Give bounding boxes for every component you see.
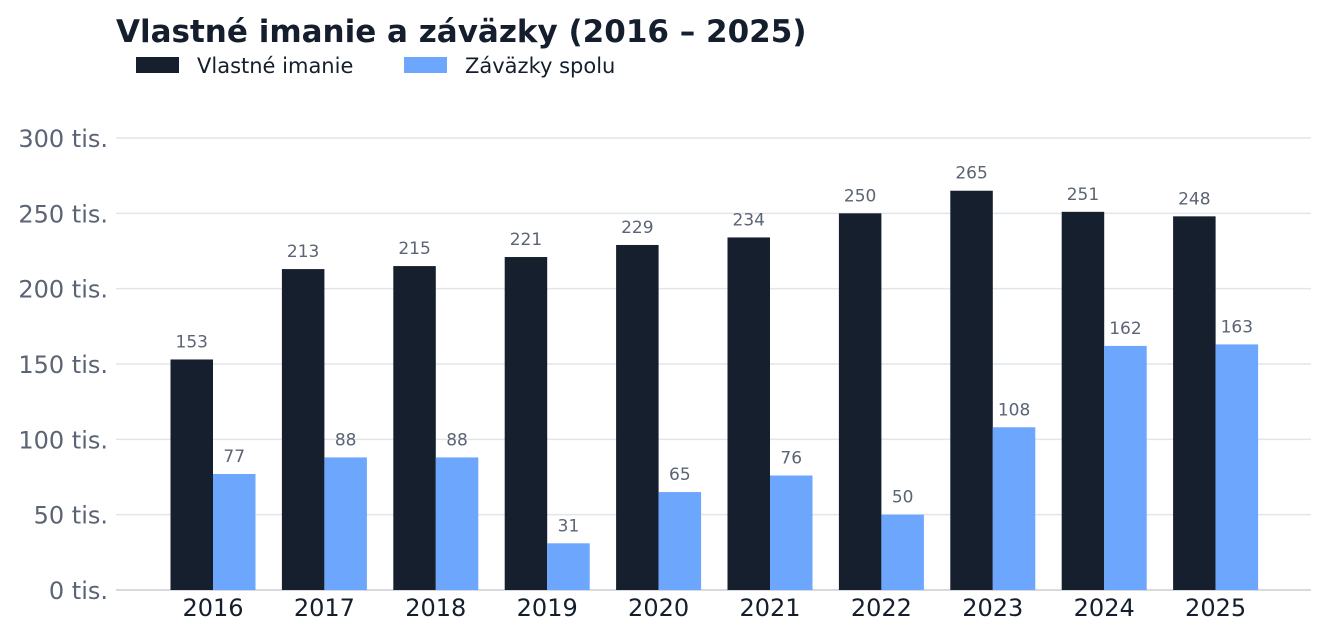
bar-equity-2017 xyxy=(281,269,325,590)
x-tick-label: 2016 xyxy=(182,594,243,622)
bar-equity-2016 xyxy=(170,359,213,590)
data-label-liabilities-2017: 88 xyxy=(335,430,357,450)
y-tick-label: 250 tis. xyxy=(18,200,108,228)
bar-liabilities-2022 xyxy=(881,514,924,590)
data-label-liabilities-2019: 31 xyxy=(558,516,580,536)
bar-liabilities-2019 xyxy=(547,543,590,590)
x-tick-label: 2021 xyxy=(739,594,800,622)
bar-equity-2024 xyxy=(1061,211,1105,590)
bar-liabilities-2024 xyxy=(1104,345,1147,590)
chart-legend: Vlastné imanie Záväzky spolu xyxy=(136,54,615,78)
y-tick-label: 200 tis. xyxy=(18,276,108,304)
x-tick-label: 2018 xyxy=(405,594,466,622)
data-label-equity-2023: 265 xyxy=(955,164,987,184)
data-label-equity-2025: 248 xyxy=(1178,189,1210,209)
bar-equity-2020 xyxy=(616,244,659,590)
data-label-liabilities-2025: 163 xyxy=(1221,317,1253,337)
y-tick-label: 100 tis. xyxy=(18,426,108,454)
data-label-equity-2019: 221 xyxy=(510,230,542,250)
bars xyxy=(170,190,1259,591)
x-axis: 2016 2017 2018 2019 2020 2021 2022 2023 2024 2025 xyxy=(182,594,1246,622)
legend-swatch-liabilities xyxy=(404,57,447,73)
bar-equity-2019 xyxy=(504,257,548,590)
bar-liabilities-2017 xyxy=(324,457,367,590)
data-label-equity-2016: 153 xyxy=(176,332,208,352)
bar-equity-2025 xyxy=(1173,216,1216,590)
bar-liabilities-2016 xyxy=(213,473,256,590)
x-tick-label: 2022 xyxy=(851,594,912,622)
bar-equity-2018 xyxy=(393,266,436,590)
y-tick-label: 50 tis. xyxy=(34,502,108,530)
bar-liabilities-2020 xyxy=(658,492,702,590)
x-tick-label: 2024 xyxy=(1074,594,1135,622)
x-tick-label: 2017 xyxy=(294,594,355,622)
data-label-liabilities-2024: 162 xyxy=(1109,319,1141,339)
data-label-equity-2018: 215 xyxy=(398,239,430,259)
bar-equity-2021 xyxy=(727,237,770,590)
x-tick-label: 2019 xyxy=(517,594,578,622)
x-tick-label: 2025 xyxy=(1185,594,1246,622)
legend-label-liabilities: Záväzky spolu xyxy=(465,54,615,78)
chart-title: Vlastné imanie a záväzky (2016 – 2025) xyxy=(116,14,807,50)
x-tick-label: 2023 xyxy=(962,594,1023,622)
legend-label-equity: Vlastné imanie xyxy=(197,54,353,78)
data-label-liabilities-2020: 65 xyxy=(669,465,691,485)
data-label-liabilities-2018: 88 xyxy=(446,430,468,450)
data-label-equity-2024: 251 xyxy=(1067,185,1099,205)
data-label-equity-2021: 234 xyxy=(733,210,765,230)
data-label-equity-2020: 229 xyxy=(621,218,653,238)
bar-liabilities-2025 xyxy=(1215,344,1259,590)
data-labels: 153 77 213 88 215 88 221 31 229 65 234 76 250 50 265 10… xyxy=(176,164,1254,537)
y-axis: 0 tis. 50 tis. 100 tis. 150 tis. 200 tis. 250… xyxy=(18,125,108,605)
y-tick-label: 0 tis. xyxy=(49,577,108,605)
data-label-liabilities-2021: 76 xyxy=(780,448,802,468)
data-label-equity-2022: 250 xyxy=(844,186,876,206)
bar-liabilities-2018 xyxy=(435,457,479,590)
bar-liabilities-2023 xyxy=(992,427,1036,590)
data-label-liabilities-2023: 108 xyxy=(998,400,1030,420)
x-tick-label: 2020 xyxy=(628,594,689,622)
data-label-equity-2017: 213 xyxy=(287,242,319,262)
data-label-liabilities-2022: 50 xyxy=(892,488,914,508)
y-tick-label: 150 tis. xyxy=(18,351,108,379)
data-label-liabilities-2016: 77 xyxy=(223,447,245,467)
bar-liabilities-2021 xyxy=(770,475,813,590)
legend-swatch-equity xyxy=(136,57,179,73)
bar-equity-2023 xyxy=(950,190,993,590)
y-tick-label: 300 tis. xyxy=(18,125,108,153)
bar-equity-2022 xyxy=(838,213,882,591)
